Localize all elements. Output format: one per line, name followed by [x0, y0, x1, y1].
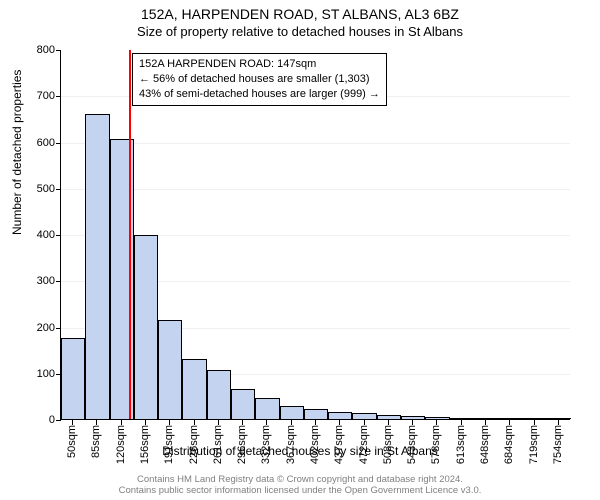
chart-subtitle: Size of property relative to detached ho…	[0, 22, 600, 39]
annotation-line-1: 152A HARPENDEN ROAD: 147sqm	[139, 57, 380, 72]
y-tick-label: 100	[25, 368, 55, 380]
histogram-bar	[304, 409, 328, 419]
y-tick-label: 300	[25, 275, 55, 287]
y-tick-label: 700	[25, 90, 55, 102]
histogram-bar	[377, 415, 401, 419]
histogram-bar	[85, 114, 109, 419]
histogram-bar	[255, 398, 279, 419]
histogram-bar	[401, 416, 425, 419]
chart-area: 152A HARPENDEN ROAD: 147sqm ← 56% of det…	[60, 50, 570, 420]
address-title: 152A, HARPENDEN ROAD, ST ALBANS, AL3 6BZ	[0, 0, 600, 22]
histogram-bar	[450, 418, 474, 419]
histogram-bar	[425, 417, 449, 419]
histogram-bar	[498, 418, 522, 419]
y-tick-label: 0	[25, 414, 55, 426]
histogram-bar	[280, 406, 304, 419]
annotation-box: 152A HARPENDEN ROAD: 147sqm ← 56% of det…	[132, 53, 387, 106]
annotation-line-2: ← 56% of detached houses are smaller (1,…	[139, 72, 380, 87]
histogram-bar	[134, 235, 158, 419]
histogram-bar	[61, 338, 85, 419]
footer-line-2: Contains public sector information licen…	[0, 485, 600, 496]
y-axis-label: Number of detached properties	[10, 70, 24, 235]
annotation-line-3: 43% of semi-detached houses are larger (…	[139, 87, 380, 102]
histogram-bar	[158, 320, 182, 419]
histogram-bar	[182, 359, 206, 419]
x-axis-label: Distribution of detached houses by size …	[0, 444, 600, 458]
y-tick-label: 800	[25, 44, 55, 56]
histogram-bar	[207, 370, 231, 419]
marker-line	[129, 50, 131, 419]
footer-line-1: Contains HM Land Registry data © Crown c…	[0, 474, 600, 485]
y-tick-label: 600	[25, 137, 55, 149]
histogram-bar	[328, 412, 352, 419]
y-tick-label: 200	[25, 322, 55, 334]
histogram-bar	[522, 418, 546, 419]
histogram-bar	[547, 418, 571, 419]
histogram-bar	[352, 413, 376, 419]
footer-attribution: Contains HM Land Registry data © Crown c…	[0, 474, 600, 496]
y-tick-label: 500	[25, 183, 55, 195]
histogram-bar	[474, 418, 498, 419]
histogram-bar	[231, 389, 255, 419]
y-tick-label: 400	[25, 229, 55, 241]
